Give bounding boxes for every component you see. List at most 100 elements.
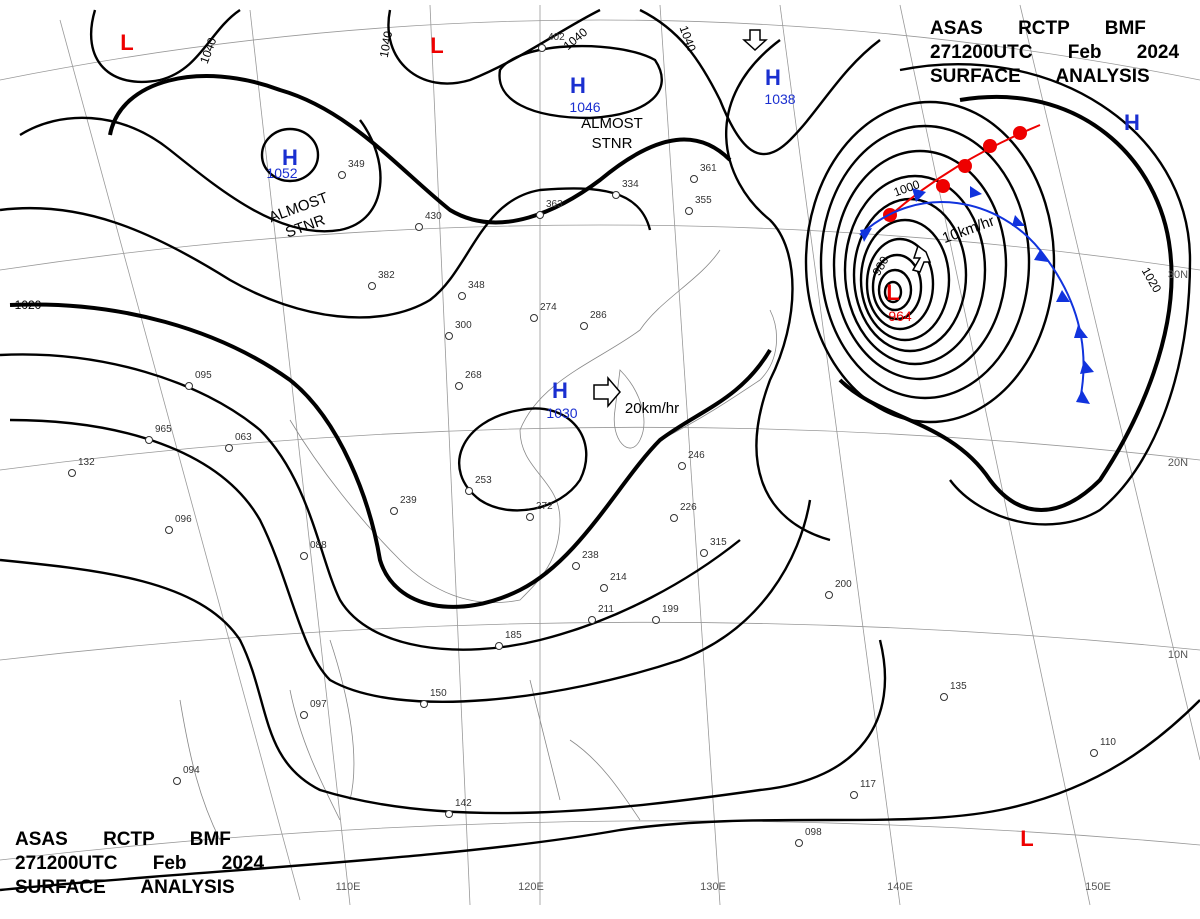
center-value: 964 xyxy=(888,308,912,324)
center-value: 1046 xyxy=(569,99,600,115)
header-line: SURFACE ANALYSIS xyxy=(15,877,235,898)
station-marker xyxy=(458,292,466,300)
station-marker xyxy=(445,810,453,818)
center-symbol: L xyxy=(120,30,133,55)
station-marker xyxy=(940,693,948,701)
center-value: 1052 xyxy=(266,165,297,181)
center-symbol: H xyxy=(282,145,298,170)
center-symbol: H xyxy=(552,378,568,403)
header-line: ASAS RCTP BMF xyxy=(930,18,1146,39)
station-value: 135 xyxy=(950,681,967,692)
station-value: 363 xyxy=(546,199,563,210)
coastlines xyxy=(179,249,777,841)
station-marker xyxy=(368,282,376,290)
station-marker xyxy=(825,591,833,599)
stationary-note: ALMOST xyxy=(581,115,643,132)
station-marker xyxy=(612,191,620,199)
longitude-label: 150E xyxy=(1085,881,1111,893)
station-value: 286 xyxy=(590,310,607,321)
header-line: 271200UTC Feb 2024 xyxy=(930,42,1179,63)
station-marker xyxy=(145,436,153,444)
station-marker xyxy=(420,700,428,708)
station-value: 965 xyxy=(155,424,172,435)
station-value: 214 xyxy=(610,572,627,583)
latitude-label: 30N xyxy=(1168,269,1188,281)
graticule xyxy=(0,4,1200,906)
station-value: 142 xyxy=(455,798,472,809)
station-marker xyxy=(165,526,173,534)
station-value: 095 xyxy=(195,370,212,381)
stationary-note: STNR xyxy=(592,135,633,152)
station-marker xyxy=(300,552,308,560)
center-symbol: L xyxy=(430,33,443,58)
station-value: 348 xyxy=(468,280,485,291)
center-symbol: L xyxy=(1020,826,1033,851)
center-value: 1038 xyxy=(764,91,795,107)
station-marker xyxy=(670,514,678,522)
header-line: SURFACE ANALYSIS xyxy=(930,66,1150,87)
fronts xyxy=(859,124,1094,404)
station-value: 274 xyxy=(540,302,557,313)
labels: ASAS RCTP BMF 271200UTC Feb 2024 SURFACE A… xyxy=(15,18,1188,898)
station-marker xyxy=(685,207,693,215)
station-marker xyxy=(495,642,503,650)
station-value: 098 xyxy=(805,827,822,838)
station-value: 334 xyxy=(622,179,639,190)
center-symbol: H xyxy=(570,73,586,98)
station-value: 315 xyxy=(710,537,727,548)
station-value: 349 xyxy=(348,159,365,170)
station-marker xyxy=(300,711,308,719)
station-value: 096 xyxy=(175,514,192,525)
station-value: 132 xyxy=(78,457,95,468)
isobar-label: 1020 xyxy=(15,298,42,312)
station-value: 361 xyxy=(700,163,717,174)
center-symbol: H xyxy=(765,65,781,90)
station-value: 300 xyxy=(455,320,472,331)
station-value: 272 xyxy=(536,501,553,512)
station-marker xyxy=(530,314,538,322)
station-marker xyxy=(690,175,698,183)
longitude-label: 140E xyxy=(887,881,913,893)
station-marker xyxy=(455,382,463,390)
station-value: 226 xyxy=(680,502,697,513)
station-value: 246 xyxy=(688,450,705,461)
station-value: 238 xyxy=(582,550,599,561)
station-marker xyxy=(572,562,580,570)
station-value: 110 xyxy=(1100,737,1116,748)
station-value: 185 xyxy=(505,630,522,641)
station-value: 200 xyxy=(835,579,852,590)
station-value: 199 xyxy=(662,604,679,615)
station-value: 088 xyxy=(310,540,327,551)
isobars xyxy=(0,8,1200,892)
station-value: 268 xyxy=(465,370,482,381)
station-value: 211 xyxy=(598,604,614,615)
longitude-label: 120E xyxy=(518,881,544,893)
station-value: 355 xyxy=(695,195,712,206)
station-marker xyxy=(580,322,588,330)
center-symbol: H xyxy=(1124,110,1140,135)
station-value: 382 xyxy=(378,270,395,281)
station-marker xyxy=(185,382,193,390)
longitude-label: 110E xyxy=(336,881,361,893)
header-line: 271200UTC Feb 2024 xyxy=(15,853,264,874)
station-value: 430 xyxy=(425,211,442,222)
station-value: 117 xyxy=(860,779,876,790)
station-marker xyxy=(795,839,803,847)
station-value: 063 xyxy=(235,432,252,443)
station-value: 094 xyxy=(183,765,200,776)
motion-arrows xyxy=(593,29,932,409)
longitude-label: 130E xyxy=(700,881,726,893)
header-line: ASAS RCTP BMF xyxy=(15,829,231,850)
station-marker xyxy=(390,507,398,515)
isobar-label: 1040 xyxy=(377,30,395,59)
station-marker xyxy=(536,211,544,219)
station-marker xyxy=(415,223,423,231)
station-marker xyxy=(445,332,453,340)
station-marker xyxy=(1090,749,1098,757)
station-value: 097 xyxy=(310,699,327,710)
station-marker xyxy=(338,171,346,179)
latitude-label: 10N xyxy=(1168,649,1188,661)
station-value: 239 xyxy=(400,495,417,506)
latitude-label: 20N xyxy=(1168,457,1188,469)
